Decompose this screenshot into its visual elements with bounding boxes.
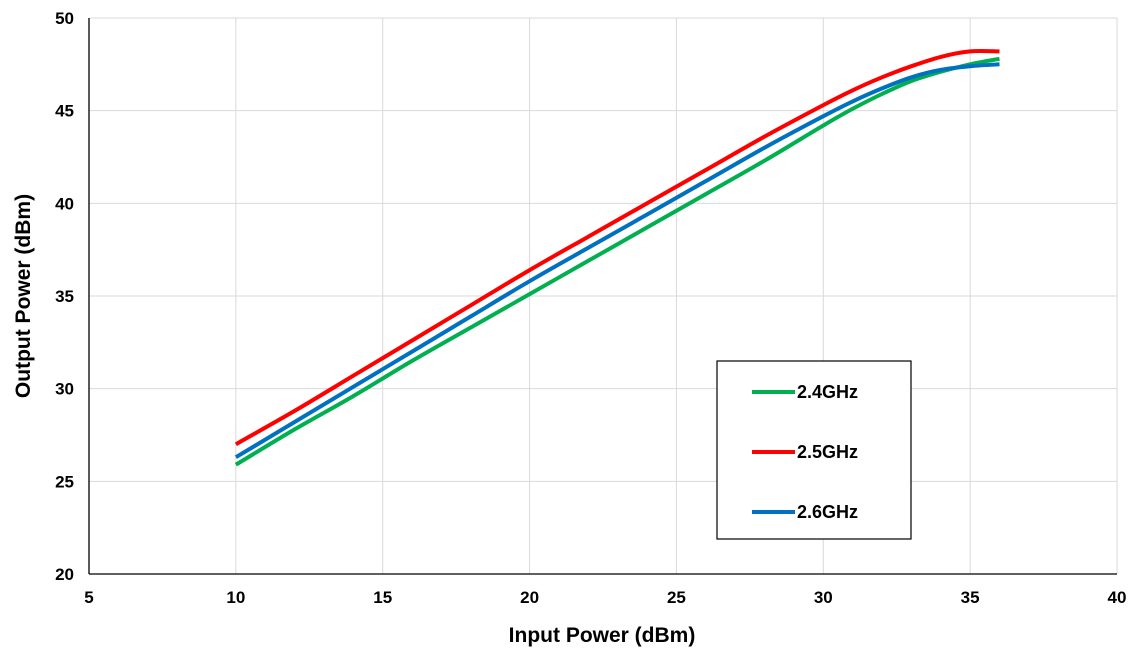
plot-frame (88, 18, 1117, 575)
legend: 2.4GHz 2.5GHz 2.6GHz (716, 360, 912, 540)
x-tick-label: 25 (667, 588, 686, 607)
x-axis-title: Input Power (dBm) (509, 624, 696, 647)
y-tick-label: 35 (55, 287, 74, 306)
series-line-2.5GHz (234, 48, 1000, 447)
legend-label-2.5GHz: 2.5GHz (797, 442, 858, 462)
y-tick-label: 45 (55, 102, 74, 121)
y-tick-labels: 20 25 30 35 40 45 50 (55, 9, 74, 584)
x-tick-label: 40 (1108, 588, 1127, 607)
y-axis-title: Output Power (dBm) (12, 194, 35, 398)
x-tick-label: 30 (814, 588, 833, 607)
x-tick-label: 15 (373, 588, 392, 607)
y-tick-label: 50 (55, 9, 74, 28)
y-tick-label: 25 (55, 472, 74, 491)
y-tick-label: 30 (55, 380, 74, 399)
grid-lines (88, 17, 1118, 575)
series-lines (234, 48, 1000, 467)
y-tick-label: 40 (55, 194, 74, 213)
x-tick-label: 20 (520, 588, 539, 607)
x-tick-labels: 5 10 15 20 25 30 35 40 (84, 588, 1126, 607)
x-tick-label: 35 (961, 588, 980, 607)
x-tick-label: 5 (84, 588, 93, 607)
series-line-2.4GHz (234, 56, 1000, 467)
y-tick-label: 20 (55, 565, 74, 584)
legend-box (716, 360, 912, 540)
legend-label-2.4GHz: 2.4GHz (797, 382, 858, 402)
legend-label-2.6GHz: 2.6GHz (797, 502, 858, 522)
x-tick-label: 10 (226, 588, 245, 607)
series-line-2.6GHz (234, 62, 1000, 459)
